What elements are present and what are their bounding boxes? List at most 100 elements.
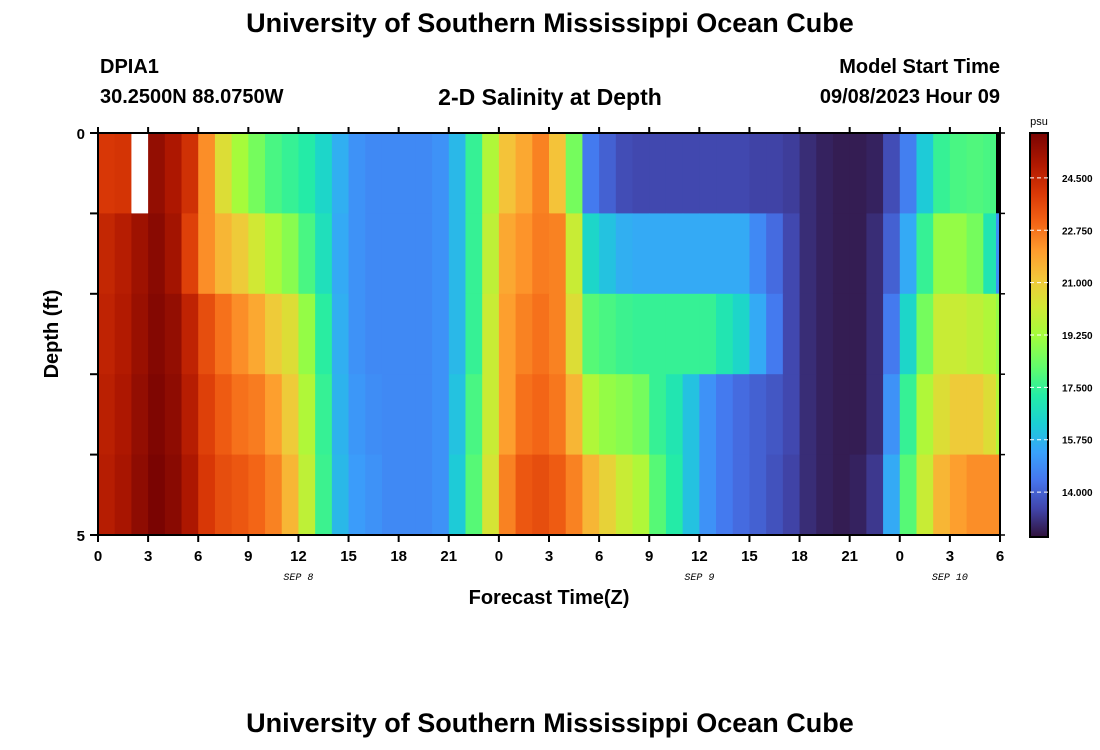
heatmap-cell xyxy=(482,374,500,456)
heatmap-cell xyxy=(398,213,416,295)
heatmap-cell xyxy=(331,213,350,295)
heatmap-cell xyxy=(214,454,233,536)
heatmap-cell xyxy=(148,213,166,295)
heatmap-cell xyxy=(766,454,784,536)
heatmap-cell xyxy=(933,133,951,214)
heatmap-cell xyxy=(782,213,801,295)
y-axis-label: Depth (ft) xyxy=(41,290,63,379)
heatmap-cell xyxy=(966,374,984,456)
heatmap-cell xyxy=(265,133,283,214)
y-tick-label: 5 xyxy=(77,528,85,545)
heatmap-cell xyxy=(849,293,867,375)
colorbar-tick-label: 15.750 xyxy=(1062,436,1093,447)
heatmap-cell xyxy=(381,293,400,375)
heatmap-cell xyxy=(816,454,834,536)
heatmap-cell xyxy=(231,213,249,295)
heatmap-cell xyxy=(732,293,751,375)
heatmap-cell xyxy=(582,133,600,214)
heatmap-cell xyxy=(465,213,483,295)
heatmap-cell xyxy=(866,293,884,375)
heatmap-cell xyxy=(281,293,300,375)
heatmap-cell xyxy=(298,374,316,456)
heatmap-cell xyxy=(766,213,784,295)
y-tick-label: 0 xyxy=(77,126,85,143)
heatmap-cell xyxy=(615,454,634,536)
heatmap-cell xyxy=(415,374,433,456)
heatmap-cell xyxy=(331,293,350,375)
heatmap-cell xyxy=(749,374,767,456)
heatmap-cell xyxy=(398,454,416,536)
x-tick-label: 9 xyxy=(645,548,653,565)
heatmap-cell xyxy=(181,293,199,375)
heatmap-cell xyxy=(699,374,717,456)
heatmap-cell xyxy=(315,454,333,536)
x-tick-label: 15 xyxy=(741,548,758,565)
heatmap-cell xyxy=(716,454,734,536)
heatmap-cell xyxy=(782,293,801,375)
heatmap-cell xyxy=(899,213,918,295)
heatmap-cell xyxy=(849,133,867,214)
heatmap-cell xyxy=(315,374,333,456)
heatmap-cell xyxy=(498,454,517,536)
heatmap-cell xyxy=(849,213,867,295)
heatmap-cell xyxy=(699,213,717,295)
heatmap-cell xyxy=(198,454,216,536)
heatmap-cell xyxy=(265,293,283,375)
x-tick-label: 0 xyxy=(94,548,102,565)
heatmap-cell xyxy=(899,454,918,536)
x-tick-label: 12 xyxy=(290,548,307,565)
heatmap-cell xyxy=(498,213,517,295)
heatmap-cell xyxy=(515,374,533,456)
heatmap-cell xyxy=(281,374,300,456)
heatmap-cell xyxy=(281,454,300,536)
heatmap-cell xyxy=(365,133,383,214)
heatmap-cell xyxy=(883,293,901,375)
heatmap-cell xyxy=(732,374,751,456)
heatmap-cell xyxy=(448,293,467,375)
heatmap-cell xyxy=(381,374,400,456)
heatmap-cell xyxy=(98,213,116,295)
heatmap-cell xyxy=(365,213,383,295)
heatmap-cell xyxy=(782,454,801,536)
heatmap-cell xyxy=(164,213,183,295)
heatmap-cell xyxy=(916,213,934,295)
heatmap-cell xyxy=(682,213,700,295)
heatmap-cell xyxy=(549,213,567,295)
colorbar-tick-label: 21.000 xyxy=(1062,279,1093,290)
heatmap-cell xyxy=(832,374,851,456)
heatmap-cell xyxy=(599,133,617,214)
heatmap-cell xyxy=(665,454,684,536)
x-tick-label: 6 xyxy=(194,548,202,565)
heatmap-cell xyxy=(515,293,533,375)
heatmap-cell xyxy=(532,454,550,536)
heatmap-cell xyxy=(916,454,934,536)
heatmap-cell xyxy=(665,213,684,295)
heatmap-cell xyxy=(599,293,617,375)
heatmap-cell xyxy=(565,293,584,375)
date-label: SEP 8 xyxy=(283,573,313,584)
heatmap-cell xyxy=(348,213,366,295)
heatmap-cell xyxy=(565,374,584,456)
heatmap-cell xyxy=(98,133,116,214)
heatmap-cells xyxy=(98,133,1001,536)
heatmap-cell xyxy=(515,454,533,536)
model-start-value: 09/08/2023 Hour 09 xyxy=(819,86,1000,108)
heatmap-cell xyxy=(398,133,416,214)
heatmap-cell xyxy=(665,293,684,375)
heatmap-cell xyxy=(298,454,316,536)
heatmap-cell xyxy=(231,293,249,375)
heatmap-cell xyxy=(432,133,450,214)
heatmap-cell xyxy=(98,293,116,375)
heatmap-cell xyxy=(716,374,734,456)
heatmap-cell xyxy=(766,133,784,214)
heatmap-cell xyxy=(98,374,116,456)
heatmap-cell xyxy=(398,293,416,375)
heatmap-cell xyxy=(883,133,901,214)
heatmap-cell xyxy=(996,454,1000,535)
heatmap-cell xyxy=(699,454,717,536)
date-label: SEP 9 xyxy=(684,573,714,584)
heatmap-cell xyxy=(716,293,734,375)
heatmap-cell xyxy=(265,374,283,456)
heatmap-cell xyxy=(732,213,751,295)
colorbar-tick-label: 22.750 xyxy=(1062,226,1093,237)
